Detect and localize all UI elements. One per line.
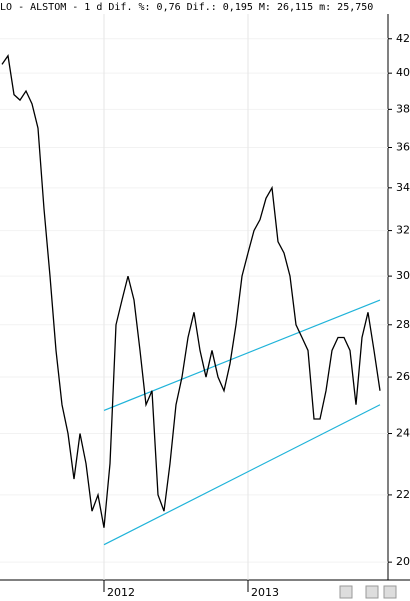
- y-tick-label: 24: [396, 427, 410, 440]
- x-tick-label: 2013: [251, 586, 279, 599]
- y-tick-label: 32: [396, 224, 410, 237]
- y-tick-label: 42: [396, 32, 410, 45]
- x-tick-label: 2012: [107, 586, 135, 599]
- save-button[interactable]: [365, 585, 379, 599]
- scroll-left[interactable]: [339, 585, 353, 599]
- zoom-button[interactable]: [383, 585, 397, 599]
- y-tick-label: 30: [396, 269, 410, 282]
- trend-line: [103, 404, 381, 546]
- price-line: [1, 54, 381, 528]
- scroll-buttons[interactable]: [339, 585, 397, 599]
- trend-line: [103, 299, 381, 411]
- header-bar: [0, 0, 410, 14]
- y-tick-label: 34: [396, 181, 410, 194]
- y-tick-label: 20: [396, 555, 410, 568]
- y-tick-label: 22: [396, 488, 410, 501]
- chart-title: ALO - ALSTOM - 1 d Dif. %: 0,76 Dif.: 0,…: [0, 2, 373, 13]
- y-tick-label: 38: [396, 102, 410, 115]
- y-tick-label: 40: [396, 66, 410, 79]
- y-tick-label: 26: [396, 370, 410, 383]
- y-tick-label: 28: [396, 318, 410, 331]
- y-tick-label: 36: [396, 140, 410, 153]
